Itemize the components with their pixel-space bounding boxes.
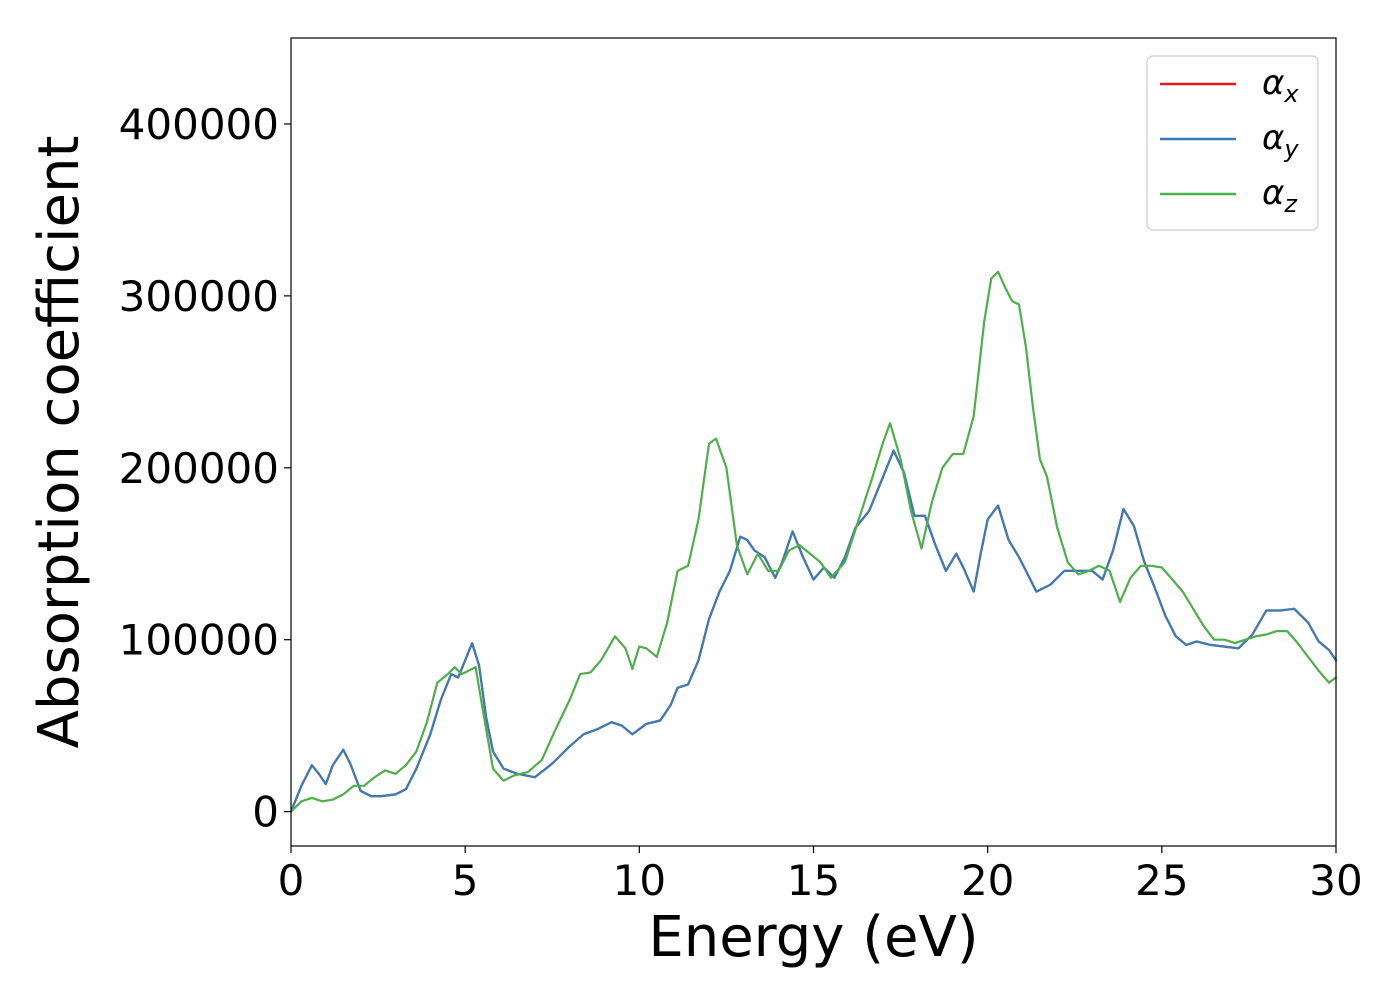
y-tick-label: 0 [252,788,279,837]
plot-lines [289,270,1338,813]
legend-label-x: αx [1262,63,1299,108]
y-tick-label: 400000 [119,100,279,149]
legend: αx αy αz [1146,55,1319,231]
series-line-y [289,449,1338,813]
x-tick-label: 15 [787,856,840,905]
y-tick-label: 200000 [119,444,279,493]
legend-label-z: αz [1262,173,1298,218]
x-tick-label: 5 [452,856,479,905]
y-tick-label: 300000 [119,272,279,321]
y-axis-label: Absorption coefficient [27,136,92,749]
y-axis-ticks: 0 100000 200000 300000 400000 [119,100,291,837]
x-tick-label: 10 [613,856,666,905]
series-line-z [289,270,1338,813]
x-axis-label: Energy (eV) [648,905,978,970]
x-tick-label: 0 [278,856,305,905]
x-axis-ticks: 0 5 10 15 20 25 30 [278,846,1363,905]
y-tick-label: 100000 [119,616,279,665]
legend-box [1146,55,1319,231]
series-line-x [289,449,1338,813]
legend-label-y: αy [1262,118,1299,163]
x-tick-label: 30 [1309,856,1362,905]
x-tick-label: 25 [1135,856,1188,905]
x-tick-label: 20 [961,856,1014,905]
